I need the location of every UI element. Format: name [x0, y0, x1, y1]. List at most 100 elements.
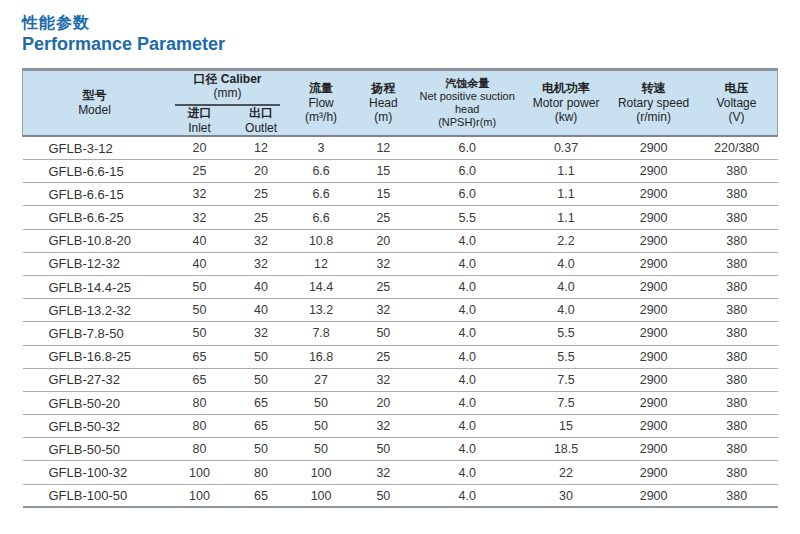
cell-head: 32	[353, 415, 413, 438]
cell-outlet: 32	[233, 229, 289, 252]
cell-inlet: 32	[166, 206, 233, 229]
cell-npsh: 4.0	[414, 229, 521, 252]
cell-model: GFLB-14.4-25	[23, 275, 166, 298]
cell-voltage: 380	[696, 183, 778, 206]
cell-outlet: 32	[233, 322, 289, 345]
cell-rotary: 2900	[611, 136, 696, 159]
cell-voltage: 380	[696, 206, 778, 229]
cell-npsh: 4.0	[414, 299, 521, 322]
table-row: GFLB-100-5010065100504.0302900380	[23, 484, 778, 507]
page-title-en: Performance Parameter	[22, 34, 778, 56]
cell-rotary: 2900	[611, 322, 696, 345]
cell-outlet: 12	[233, 136, 289, 159]
cell-head: 50	[353, 322, 413, 345]
cell-outlet: 65	[233, 391, 289, 414]
cell-npsh: 4.0	[414, 345, 521, 368]
cell-voltage: 220/380	[696, 136, 778, 159]
table-row: GFLB-50-50805050504.018.52900380	[23, 438, 778, 461]
cell-model: GFLB-6.6-15	[23, 183, 166, 206]
column-header-caliber-label: 口径 Caliber	[166, 72, 289, 87]
cell-model: GFLB-27-32	[23, 368, 166, 391]
column-header-model: 型号 Model	[23, 69, 166, 136]
column-header-caliber: 口径 Caliber (mm)	[166, 69, 289, 106]
cell-flow: 50	[289, 438, 353, 461]
cell-npsh: 5.5	[414, 206, 521, 229]
column-header-rotary-speed: 转速 Rotary speed (r/min)	[611, 69, 696, 136]
cell-flow: 50	[289, 391, 353, 414]
cell-npsh: 4.0	[414, 438, 521, 461]
cell-head: 15	[353, 183, 413, 206]
performance-parameter-table: 型号 Model 口径 Caliber (mm) 流量 Flow (m³/h) …	[22, 68, 778, 509]
column-header-outlet: 出口 Outlet	[233, 106, 289, 136]
cell-npsh: 4.0	[414, 322, 521, 345]
cell-motor: 0.37	[521, 136, 612, 159]
cell-flow: 12	[289, 252, 353, 275]
cell-model: GFLB-100-32	[23, 461, 166, 484]
column-header-caliber-unit: (mm)	[166, 86, 289, 101]
cell-rotary: 2900	[611, 160, 696, 183]
table-row: GFLB-6.6-1532256.6156.01.12900380	[23, 183, 778, 206]
cell-head: 32	[353, 461, 413, 484]
cell-motor: 22	[521, 461, 612, 484]
cell-inlet: 80	[166, 415, 233, 438]
table-row: GFLB-16.8-25655016.8254.05.52900380	[23, 345, 778, 368]
cell-flow: 16.8	[289, 345, 353, 368]
cell-outlet: 65	[233, 484, 289, 507]
cell-head: 20	[353, 229, 413, 252]
cell-rotary: 2900	[611, 206, 696, 229]
table-row: GFLB-50-20806550204.07.52900380	[23, 391, 778, 414]
cell-motor: 1.1	[521, 183, 612, 206]
table-row: GFLB-6.6-2532256.6255.51.12900380	[23, 206, 778, 229]
cell-flow: 6.6	[289, 206, 353, 229]
cell-flow: 100	[289, 484, 353, 507]
cell-head: 32	[353, 368, 413, 391]
table-row: GFLB-10.8-20403210.8204.02.22900380	[23, 229, 778, 252]
cell-rotary: 2900	[611, 252, 696, 275]
cell-motor: 7.5	[521, 391, 612, 414]
cell-outlet: 50	[233, 368, 289, 391]
cell-voltage: 380	[696, 322, 778, 345]
cell-model: GFLB-50-20	[23, 391, 166, 414]
cell-motor: 2.2	[521, 229, 612, 252]
cell-outlet: 40	[233, 299, 289, 322]
column-header-motor-power: 电机功率 Motor power (kw)	[521, 69, 612, 136]
cell-voltage: 380	[696, 438, 778, 461]
cell-inlet: 50	[166, 322, 233, 345]
cell-flow: 100	[289, 461, 353, 484]
cell-motor: 5.5	[521, 345, 612, 368]
cell-head: 12	[353, 136, 413, 159]
table-row: GFLB-3-1220123126.00.372900220/380	[23, 136, 778, 159]
cell-rotary: 2900	[611, 484, 696, 507]
cell-model: GFLB-12-32	[23, 252, 166, 275]
cell-model: GFLB-50-50	[23, 438, 166, 461]
cell-inlet: 40	[166, 229, 233, 252]
cell-head: 32	[353, 299, 413, 322]
cell-head: 15	[353, 160, 413, 183]
cell-npsh: 6.0	[414, 136, 521, 159]
cell-motor: 1.1	[521, 160, 612, 183]
column-header-flow: 流量 Flow (m³/h)	[289, 69, 353, 136]
cell-npsh: 4.0	[414, 484, 521, 507]
table-row: GFLB-6.6-1525206.6156.01.12900380	[23, 160, 778, 183]
cell-flow: 3	[289, 136, 353, 159]
cell-npsh: 6.0	[414, 160, 521, 183]
cell-rotary: 2900	[611, 368, 696, 391]
cell-head: 50	[353, 438, 413, 461]
cell-outlet: 50	[233, 438, 289, 461]
cell-inlet: 80	[166, 438, 233, 461]
cell-outlet: 25	[233, 206, 289, 229]
cell-voltage: 380	[696, 160, 778, 183]
cell-flow: 50	[289, 415, 353, 438]
cell-motor: 18.5	[521, 438, 612, 461]
cell-head: 25	[353, 345, 413, 368]
cell-outlet: 80	[233, 461, 289, 484]
cell-rotary: 2900	[611, 438, 696, 461]
cell-inlet: 50	[166, 275, 233, 298]
column-header-voltage: 电压 Voltage (V)	[696, 69, 778, 136]
column-header-head: 扬程 Head (m)	[353, 69, 413, 136]
page: 性能参数 Performance Parameter 型号 Model 口径 C…	[0, 0, 800, 508]
cell-voltage: 380	[696, 252, 778, 275]
cell-voltage: 380	[696, 299, 778, 322]
cell-npsh: 6.0	[414, 183, 521, 206]
table-row: GFLB-7.8-5050327.8504.05.52900380	[23, 322, 778, 345]
